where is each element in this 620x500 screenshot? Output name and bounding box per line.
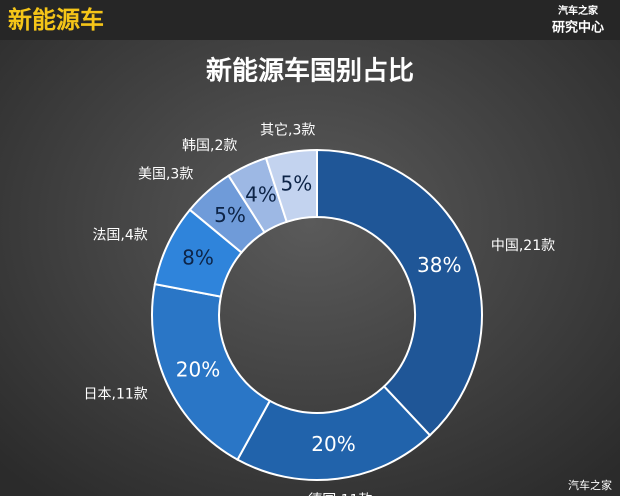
watermark: 汽车之家 [568,478,612,492]
category-label: 中国,21款 [491,238,555,254]
value-label: 4% [245,183,277,207]
value-label: 20% [176,357,220,381]
category-label: 法国,4款 [92,227,147,243]
donut-slice [151,282,272,461]
donut-slice [264,148,318,224]
logo-bottom: 研究中心 [552,20,604,36]
category-label: 美国,3款 [138,167,193,183]
value-label: 20% [311,432,355,456]
value-label: 8% [182,246,214,270]
donut-slice [316,148,483,437]
category-label: 其它,3款 [260,121,315,138]
category-label: 韩国,2款 [182,138,237,154]
value-label: 5% [281,172,313,196]
donut-slice [236,385,432,481]
logo-top: 汽车之家 [558,4,599,17]
value-label: 38% [417,253,461,277]
category-label: 日本,11款 [84,387,148,403]
chart-title: 新能源车国别占比 [206,56,414,87]
section-title: 新能源车 [8,6,104,34]
header-bar [0,0,620,40]
value-label: 5% [214,203,246,227]
donut: 38% 中国,21款 20% 德国,11款 20% 日本,11款 8% 法国,4款 5% 美国,3… [84,121,556,500]
category-label: 德国,11款 [308,493,372,496]
